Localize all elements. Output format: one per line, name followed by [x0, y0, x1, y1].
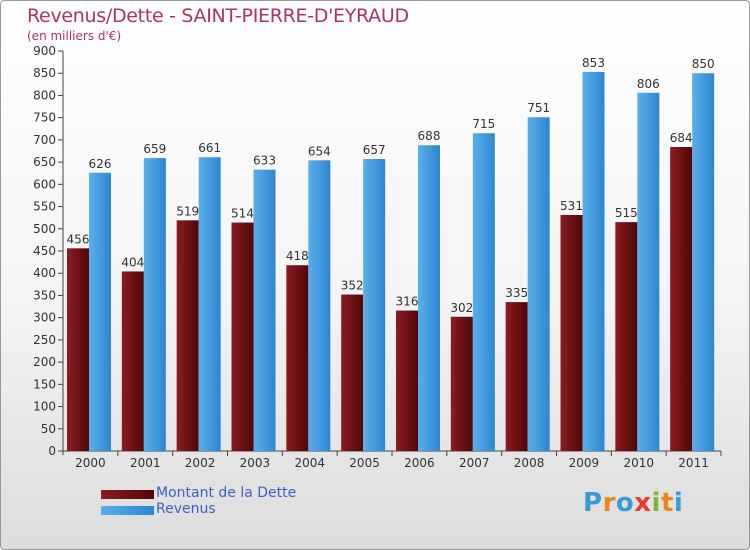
data-label: 684: [670, 131, 693, 145]
chart-title: Revenus/Dette - SAINT-PIERRE-D'EYRAUD: [27, 5, 409, 27]
legend-label-revenus: Revenus: [156, 501, 216, 517]
y-tick-label: 600: [33, 177, 56, 191]
data-label: 456: [67, 232, 90, 246]
data-label: 654: [308, 144, 331, 158]
y-tick-label: 50: [41, 422, 56, 436]
y-tick-label: 100: [33, 400, 56, 414]
y-tick-label: 200: [33, 355, 56, 369]
y-tick-label: 450: [33, 244, 56, 258]
logo-letter: i: [673, 488, 684, 518]
bar-revenus: [308, 160, 331, 452]
bar-revenus: [198, 157, 221, 451]
y-tick-label: 650: [33, 155, 56, 169]
bar-revenus: [637, 92, 660, 452]
bar-dette: [560, 215, 583, 451]
data-label: 850: [692, 57, 715, 71]
bar-revenus: [692, 73, 715, 451]
y-tick-label: 350: [33, 288, 56, 302]
x-tick-label: 2002: [185, 456, 216, 470]
bar-dette: [396, 310, 418, 451]
data-label: 657: [363, 143, 386, 157]
y-tick-label: 800: [33, 88, 56, 102]
x-tick-label: 2006: [404, 456, 435, 470]
x-tick-label: 2001: [130, 456, 161, 470]
data-label: 531: [560, 199, 583, 213]
logo-letter: o: [615, 488, 635, 518]
y-tick-label: 400: [33, 266, 56, 280]
data-label: 659: [143, 142, 166, 156]
data-label: 806: [637, 77, 660, 91]
y-tick-label: 850: [33, 66, 56, 80]
data-label: 519: [176, 204, 199, 218]
x-tick-label: 2004: [294, 456, 325, 470]
y-tick-label: 500: [33, 222, 56, 236]
data-label: 626: [89, 157, 112, 171]
x-tick-label: 2007: [459, 456, 490, 470]
logo-letter: i: [651, 488, 661, 518]
bar-dette: [176, 220, 199, 451]
bar-revenus: [143, 158, 166, 451]
data-label: 661: [198, 141, 221, 155]
data-label: 418: [286, 249, 309, 263]
bar-dette: [505, 302, 528, 451]
chart-subtitle: (en milliers d'€): [27, 29, 122, 43]
bar-dette: [341, 294, 364, 451]
bar-dette: [450, 316, 473, 451]
data-label: 688: [418, 129, 441, 143]
y-tick-label: 150: [33, 377, 56, 391]
y-tick-label: 550: [33, 200, 56, 214]
data-label: 316: [396, 295, 419, 309]
bar-revenus: [472, 133, 495, 451]
proxiti-logo: Proxiti: [583, 488, 683, 518]
y-tick-label: 250: [33, 333, 56, 347]
legend-label-dette: Montant de la Dette: [156, 485, 297, 501]
bar-dette: [67, 248, 89, 451]
data-label: 404: [121, 255, 144, 269]
x-tick-label: 2011: [678, 456, 709, 470]
data-label: 633: [253, 154, 276, 168]
bar-dette: [615, 222, 638, 451]
bar-revenus: [418, 145, 440, 451]
data-label: 352: [341, 279, 364, 293]
x-tick-label: 2010: [623, 456, 654, 470]
bar-revenus: [582, 71, 605, 451]
logo-letter: P: [583, 488, 603, 518]
legend-swatch-revenus: [101, 506, 154, 515]
data-label: 514: [231, 207, 254, 221]
bar-revenus: [363, 159, 386, 451]
y-tick-label: 900: [33, 44, 56, 58]
logo-letter: x: [634, 488, 652, 518]
data-label: 335: [505, 286, 528, 300]
x-tick-label: 2005: [349, 456, 380, 470]
x-tick-label: 2009: [569, 456, 600, 470]
bar-revenus: [253, 169, 276, 451]
data-label: 302: [450, 301, 473, 315]
bar-dette: [121, 271, 144, 451]
y-tick-label: 750: [33, 111, 56, 125]
x-tick-label: 2003: [240, 456, 271, 470]
x-tick-label: 2000: [75, 456, 106, 470]
data-label: 715: [472, 117, 495, 131]
x-tick-label: 2008: [514, 456, 545, 470]
logo-letter: t: [660, 488, 674, 518]
bar-dette: [286, 265, 309, 451]
data-label: 853: [582, 56, 605, 70]
bar-revenus: [89, 172, 111, 451]
bar-revenus: [527, 117, 550, 451]
bar-dette: [231, 222, 254, 451]
y-tick-label: 0: [48, 444, 56, 458]
data-label: 751: [527, 101, 550, 115]
y-tick-label: 300: [33, 311, 56, 325]
y-tick-label: 700: [33, 133, 56, 147]
logo-letter: r: [602, 488, 616, 518]
bar-dette: [670, 147, 693, 451]
data-label: 515: [615, 206, 638, 220]
legend-swatch-dette: [101, 490, 154, 499]
